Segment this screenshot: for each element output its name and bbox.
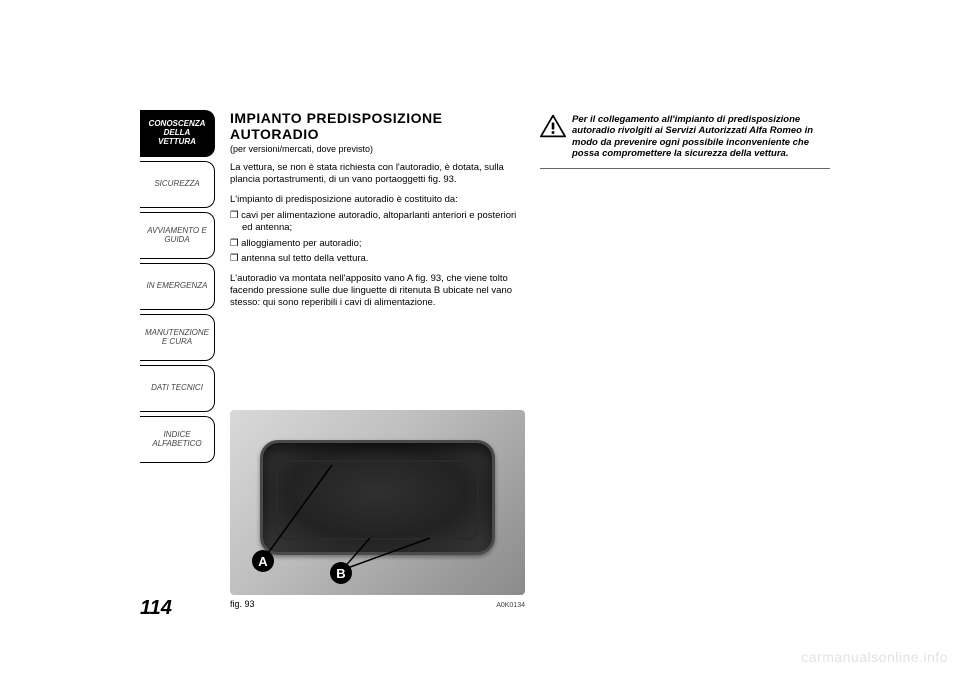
- bullet-item: alloggiamento per autoradio;: [230, 238, 525, 250]
- figure-code: A0K0134: [496, 602, 525, 609]
- warning-triangle-icon: [540, 114, 566, 138]
- tab-conoscenza[interactable]: CONOSCENZA DELLA VETTURA: [140, 110, 215, 157]
- main-text-column: IMPIANTO PREDISPOSIZIONE AUTORADIO (per …: [230, 110, 525, 309]
- section-subnote: (per versioni/mercati, dove previsto): [230, 144, 525, 154]
- tab-emergenza[interactable]: IN EMERGENZA: [140, 263, 215, 310]
- warning-text: Per il collegamento all'impianto di pred…: [572, 114, 830, 160]
- paragraph: La vettura, se non è stata richiesta con…: [230, 162, 525, 186]
- tab-dati-tecnici[interactable]: DATI TECNICI: [140, 365, 215, 412]
- tab-indice[interactable]: INDICE ALFABETICO: [140, 416, 215, 463]
- bullet-item: cavi per alimentazione autoradio, altopa…: [230, 210, 525, 234]
- paragraph: L'autoradio va montata nell'apposito van…: [230, 273, 525, 309]
- warning-column: Per il collegamento all'impianto di pred…: [540, 110, 830, 169]
- figure-label: fig. 93: [230, 599, 255, 609]
- sidebar-nav: CONOSCENZA DELLA VETTURA SICUREZZA AVVIA…: [140, 110, 215, 467]
- tab-sicurezza[interactable]: SICUREZZA: [140, 161, 215, 208]
- manual-page: CONOSCENZA DELLA VETTURA SICUREZZA AVVIA…: [140, 110, 830, 620]
- tab-manutenzione[interactable]: MANUTENZIONE E CURA: [140, 314, 215, 361]
- callout-b: B: [330, 562, 352, 584]
- figure-caption: fig. 93 A0K0134: [230, 599, 525, 609]
- paragraph: L'impianto di predisposizione autoradio …: [230, 194, 525, 206]
- page-number: 114: [140, 597, 172, 620]
- section-heading: IMPIANTO PREDISPOSIZIONE AUTORADIO: [230, 110, 525, 142]
- warning-box: Per il collegamento all'impianto di pred…: [540, 110, 830, 169]
- watermark: carmanualsonline.info: [801, 649, 948, 665]
- figure-image: A B: [230, 410, 525, 595]
- callout-a: A: [252, 550, 274, 572]
- tab-avviamento[interactable]: AVVIAMENTO E GUIDA: [140, 212, 215, 259]
- figure-93: A B fig. 93 A0K0134: [230, 410, 525, 609]
- bullet-item: antenna sul tetto della vettura.: [230, 253, 525, 265]
